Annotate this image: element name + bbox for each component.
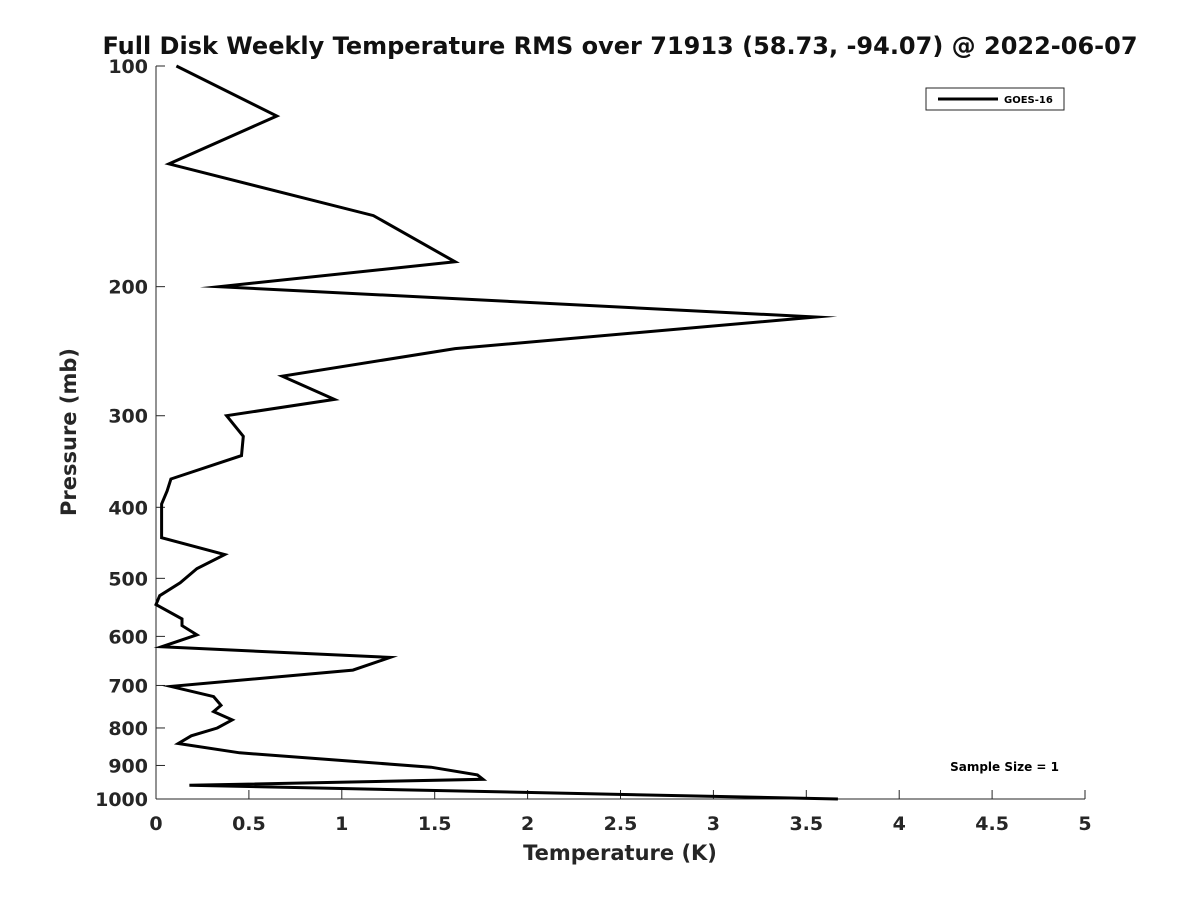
plot-area (156, 66, 1085, 799)
x-tick-label: 1 (335, 813, 348, 835)
x-tick-label: 4 (893, 813, 906, 835)
x-tick-label: 0 (149, 813, 162, 835)
x-tick-label: 3 (707, 813, 720, 835)
chart-title: Full Disk Weekly Temperature RMS over 71… (102, 32, 1137, 60)
x-tick-label: 0.5 (232, 813, 266, 835)
y-tick-label: 100 (108, 56, 148, 78)
x-tick-label: 2 (521, 813, 534, 835)
x-tick-label: 4.5 (975, 813, 1009, 835)
series-layer (153, 64, 838, 801)
y-tick-label: 600 (108, 626, 148, 648)
x-tick-label: 3.5 (789, 813, 823, 835)
sample-size-annotation: Sample Size = 1 (950, 760, 1059, 774)
y-ticks: 100 200 300 400 500 600 700 800 900 1000 (95, 56, 165, 811)
y-tick-label: 900 (108, 755, 148, 777)
y-tick-label: 1000 (95, 789, 148, 811)
x-tick-label: 1.5 (418, 813, 452, 835)
y-tick-label: 500 (108, 568, 148, 590)
x-ticks: 0 0.5 1 1.5 2 2.5 3 3.5 4 4.5 5 (149, 790, 1092, 835)
x-tick-label: 5 (1078, 813, 1091, 835)
y-axis-label: Pressure (mb) (57, 348, 81, 516)
y-tick-label: 400 (108, 497, 148, 519)
legend: GOES-16 (925, 87, 1065, 111)
y-tick-label: 300 (108, 406, 148, 428)
y-tick-label: 200 (108, 277, 148, 299)
y-tick-label: 700 (108, 675, 148, 697)
x-axis-label: Temperature (K) (523, 841, 717, 865)
y-tick-label: 800 (108, 718, 148, 740)
x-tick-label: 2.5 (604, 813, 638, 835)
series-line-goes-16 (153, 64, 838, 801)
legend-label-goes-16: GOES-16 (1004, 95, 1053, 106)
